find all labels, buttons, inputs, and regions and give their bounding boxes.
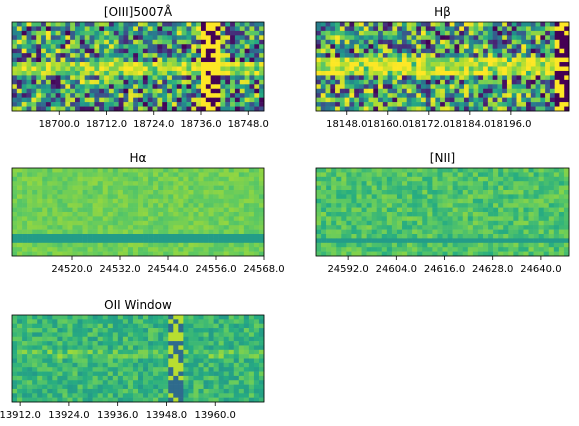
axes-frame	[315, 21, 570, 112]
x-tick-label: 18748.0	[228, 119, 269, 130]
x-tick-label: 24592.0	[327, 264, 368, 275]
heatmap-image	[316, 22, 570, 112]
heatmap-image	[12, 22, 265, 112]
x-tick-label: 18196.0	[490, 119, 531, 130]
panel-title: OII Window	[104, 298, 172, 312]
x-tick-label: 24568.0	[243, 264, 284, 275]
x-tick-label: 18700.0	[39, 119, 80, 130]
axes-frame	[11, 21, 265, 112]
x-tick-label: 13924.0	[48, 410, 89, 421]
x-tick-label: 18160.0	[367, 119, 408, 130]
panel-title: [NII]	[430, 151, 455, 165]
x-tick-label: 24640.0	[520, 264, 561, 275]
panel-4: [NII] 24592.0 24604.0 24616.0 24628.0 24640.0	[315, 151, 570, 275]
x-tick-label: 18184.0	[449, 119, 490, 130]
x-tick-label: 18148.0	[326, 119, 367, 130]
panel-2: Hβ 18148.0 18160.0 18172.0 18184.0 18196.0	[315, 5, 570, 130]
panel-title: Hα	[130, 151, 147, 165]
x-tick-label: 24532.0	[99, 264, 140, 275]
panel-5: OII Window 13912.0 13924.0 13936.0 13948.0 13…	[0, 298, 265, 421]
panel-3: Hα 24520.0 24532.0 24544.0 24556.0 24568.0	[11, 151, 285, 275]
x-tick-label: 24616.0	[424, 264, 465, 275]
x-tick-label: 18736.0	[180, 119, 221, 130]
heatmap-image	[12, 315, 265, 403]
x-tick-label: 13912.0	[0, 410, 41, 421]
x-tick-label: 24544.0	[147, 264, 188, 275]
panel-1: [OIII]5007Å 18700.0 18712.0 18724.0 18736.0 1…	[11, 4, 269, 130]
x-tick-label: 13936.0	[97, 410, 138, 421]
axes-frame	[315, 167, 570, 257]
x-tick-label: 24520.0	[51, 264, 92, 275]
axes-frame	[11, 314, 265, 403]
x-tick-label: 13948.0	[146, 410, 187, 421]
panel-title: Hβ	[434, 5, 451, 19]
heatmap-image	[12, 168, 265, 257]
panel-title: [OIII]5007Å	[104, 4, 173, 19]
x-tick-label: 24628.0	[472, 264, 513, 275]
x-tick-label: 18172.0	[408, 119, 449, 130]
x-tick-label: 24556.0	[195, 264, 236, 275]
heatmap-image	[316, 168, 570, 257]
x-tick-label: 18724.0	[133, 119, 174, 130]
axes-frame	[11, 167, 265, 257]
x-tick-label: 24604.0	[376, 264, 417, 275]
x-tick-label: 18712.0	[86, 119, 127, 130]
x-tick-label: 13960.0	[195, 410, 236, 421]
